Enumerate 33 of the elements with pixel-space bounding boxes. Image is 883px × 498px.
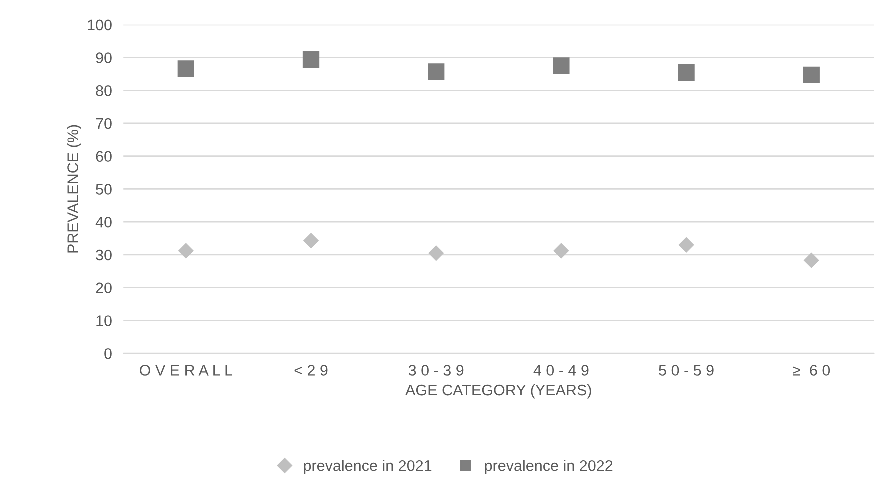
y-tick-label: 90	[96, 52, 112, 64]
y-tick-label: 80	[96, 86, 112, 96]
y-tick-label: 10	[96, 316, 112, 326]
point	[302, 51, 320, 68]
x-tick-label: 5 0 - 5 9	[659, 365, 714, 376]
legend-label: prevalence in 2021	[304, 460, 432, 474]
x-tick-label: 4 0 - 4 9	[534, 365, 589, 376]
y-tick-label: 40	[96, 216, 112, 228]
x-tick-label: ≥ 6 0	[793, 365, 830, 376]
legend-label: prevalence in 2022	[485, 460, 613, 474]
point	[178, 60, 194, 78]
y-tick-label: 0	[104, 348, 112, 360]
point	[553, 58, 570, 74]
point	[428, 246, 444, 261]
point	[304, 233, 319, 248]
point	[678, 238, 694, 253]
y-tick-label: 100	[88, 20, 112, 31]
point	[178, 243, 194, 259]
y-tick-label: 30	[96, 250, 112, 261]
x-tick-label: 3 0 - 3 9	[408, 365, 464, 376]
point	[803, 66, 820, 84]
point	[428, 64, 445, 80]
y-tick-label: 20	[96, 282, 112, 294]
y-tick-label: 50	[96, 184, 112, 195]
y-tick-label: 70	[96, 118, 112, 130]
y-axis-title: PREVALENCE (%)	[67, 125, 82, 253]
y-tick-label: 60	[96, 151, 112, 162]
x-axis-title: AGE CATEGORY (YEARS)	[406, 384, 592, 399]
point	[554, 243, 570, 259]
x-tick-label: < 2 9	[294, 365, 328, 376]
point	[678, 64, 695, 82]
point	[804, 252, 820, 268]
x-tick-label: O V E R A L L	[140, 365, 233, 376]
